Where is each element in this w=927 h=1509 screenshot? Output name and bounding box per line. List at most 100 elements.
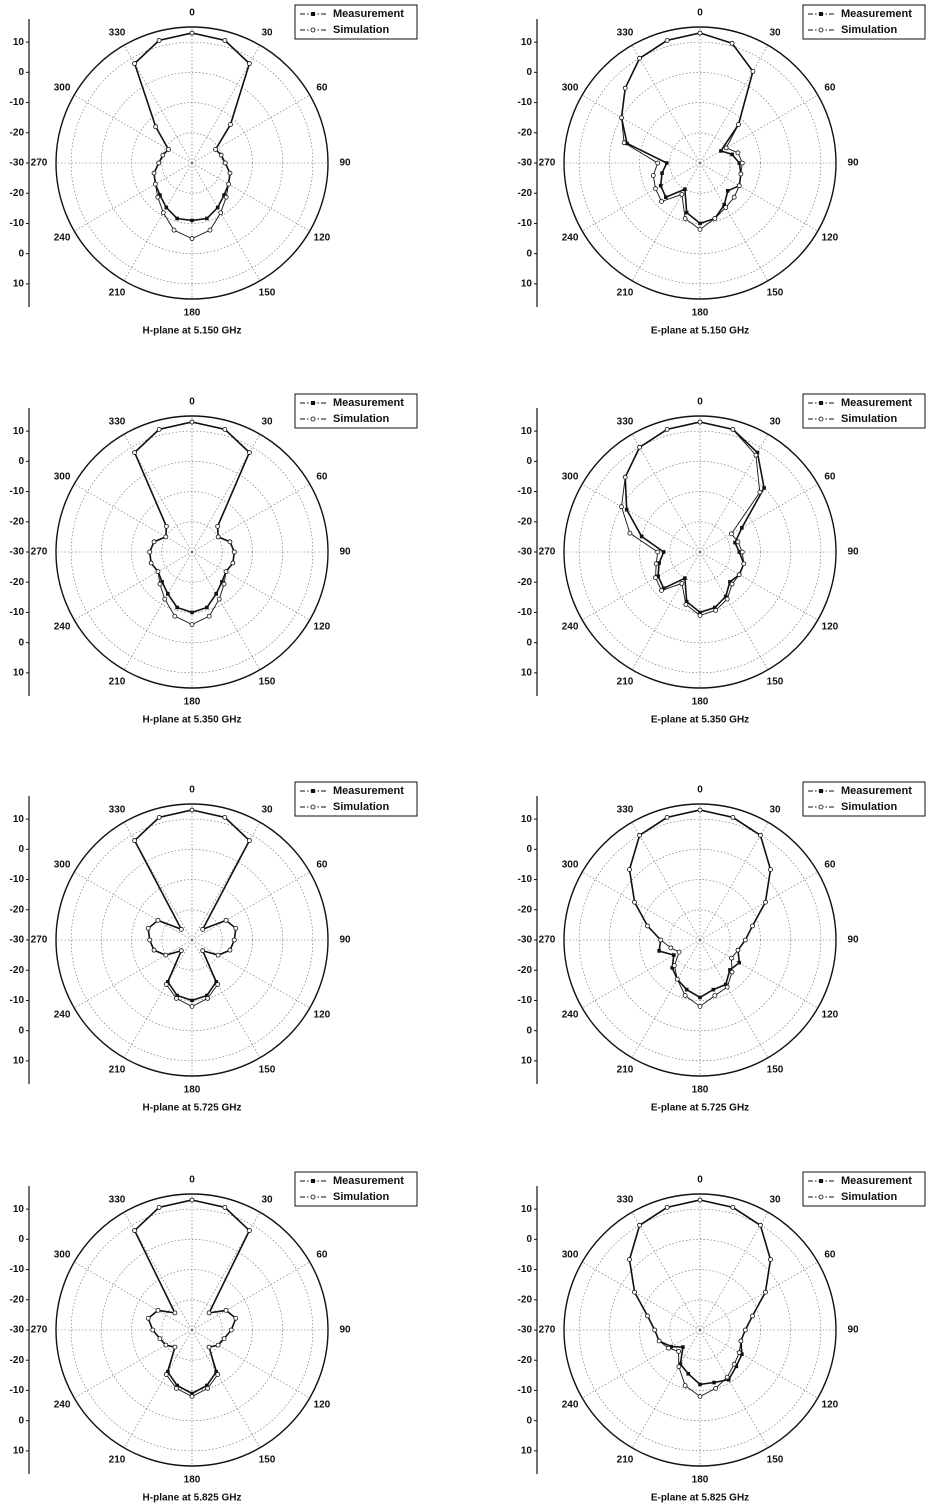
angle-tick-label: 30 (769, 417, 781, 428)
grid-spoke (191, 551, 261, 670)
radial-tick-label: -30 (10, 935, 25, 946)
simulation-point (132, 450, 137, 455)
radial-tick-label: 10 (521, 279, 533, 290)
chart-caption: H-plane at 5.150 GHz (143, 326, 242, 337)
simulation-point (247, 450, 252, 455)
measurement-point (726, 1377, 731, 1382)
radial-tick-label: 10 (13, 37, 25, 48)
measurement-point (175, 1383, 179, 1388)
measurement-point (190, 218, 194, 223)
simulation-point (697, 1197, 703, 1203)
angle-tick-label: 210 (109, 1455, 126, 1466)
simulation-point (231, 937, 237, 943)
simulation-point (162, 596, 168, 602)
grid-spoke (699, 94, 818, 164)
grid-spoke (123, 162, 193, 281)
measurement-point (158, 193, 162, 197)
simulation-point (206, 1344, 212, 1350)
legend-box (294, 1171, 418, 1207)
angle-tick-label: 180 (184, 697, 201, 708)
grid-spoke (74, 551, 193, 621)
angle-tick-label: 240 (54, 1400, 71, 1411)
grid-circle (101, 849, 283, 1031)
measurement-point (723, 982, 728, 987)
grid-circle (101, 461, 283, 643)
angle-tick-label: 300 (562, 1250, 579, 1261)
grid-spoke (699, 1261, 818, 1331)
simulation-point (650, 173, 656, 178)
legend: Measurement Simulation (294, 1171, 418, 1207)
measurement-point (190, 1391, 194, 1396)
simulation-point (152, 181, 158, 187)
angle-tick-label: 0 (697, 397, 703, 408)
simulation-point (729, 969, 735, 975)
grid-spoke (631, 434, 701, 553)
legend-marker-circle (310, 27, 316, 33)
legend: Measurement Simulation (294, 393, 418, 429)
angle-tick-label: 180 (184, 1475, 201, 1486)
angle-tick-label: 150 (767, 1065, 784, 1076)
angle-tick-label: 90 (339, 935, 351, 946)
legend: Measurement Simulation (802, 393, 926, 429)
radial-tick-label: 0 (526, 1234, 532, 1245)
simulation-point (723, 205, 729, 210)
outer-ring (55, 1193, 329, 1467)
angle-tick-label: 0 (189, 785, 195, 796)
simulation-point (679, 581, 685, 586)
simulation-point (637, 1222, 642, 1228)
measurement-point (656, 574, 660, 578)
angle-tick-label: 240 (562, 622, 579, 633)
simulation-point (697, 419, 703, 425)
simulation-point (645, 1313, 650, 1319)
simulation-point (151, 947, 157, 953)
measurement-point (190, 610, 194, 615)
simulation-point (730, 1204, 736, 1210)
polar-chart-8: 0 30 60 90 120 150 180 210 240 270 300 330 10 0 -10 -20… (518, 1171, 926, 1504)
measurement-point (684, 210, 689, 215)
legend-label: Simulation (333, 24, 390, 36)
legend-label: Simulation (333, 1191, 390, 1203)
measurement-point (719, 149, 723, 153)
angle-tick-label: 90 (339, 1325, 351, 1336)
angle-tick-label: 210 (617, 1455, 634, 1466)
simulation-point (666, 1345, 671, 1351)
simulation-point (189, 807, 195, 813)
grid-circle (70, 430, 314, 674)
simulation-point (163, 952, 169, 958)
chart-caption: H-plane at 5.725 GHz (143, 1103, 242, 1114)
radial-tick-label: 0 (526, 1025, 532, 1036)
legend-label: Simulation (841, 413, 898, 425)
simulation-point (697, 1004, 703, 1009)
angle-tick-label: 180 (692, 697, 709, 708)
legend-label: Measurement (333, 785, 404, 797)
simulation-point (132, 838, 137, 843)
measurement-point (733, 540, 737, 545)
measurement-point (755, 450, 760, 455)
simulation-point (228, 1327, 234, 1333)
simulation-point (735, 947, 741, 953)
simulation-point (697, 227, 703, 232)
angle-tick-label: 90 (847, 158, 859, 169)
simulation-point (155, 1307, 161, 1313)
grid-spoke (631, 939, 701, 1058)
simulation-point (736, 572, 742, 578)
grid-spoke (74, 162, 193, 232)
radial-tick-label: 0 (18, 1234, 24, 1245)
angle-tick-label: 60 (824, 472, 836, 483)
legend-label: Measurement (841, 1175, 912, 1187)
grid-circle (101, 72, 283, 254)
simulation-point (632, 899, 637, 905)
measurement-point (686, 1371, 691, 1376)
legend-marker-square (819, 789, 823, 793)
simulation-point (163, 1372, 169, 1377)
simulation-point (230, 560, 236, 566)
simulation-point (736, 122, 741, 127)
angle-tick-label: 270 (539, 158, 556, 169)
legend-label: Simulation (841, 1191, 898, 1203)
angle-tick-label: 270 (539, 547, 556, 558)
radial-tick-label: -20 (518, 1355, 533, 1366)
angle-tick-label: 300 (54, 83, 71, 94)
simulation-point (653, 561, 659, 567)
simulation-point (206, 613, 212, 619)
